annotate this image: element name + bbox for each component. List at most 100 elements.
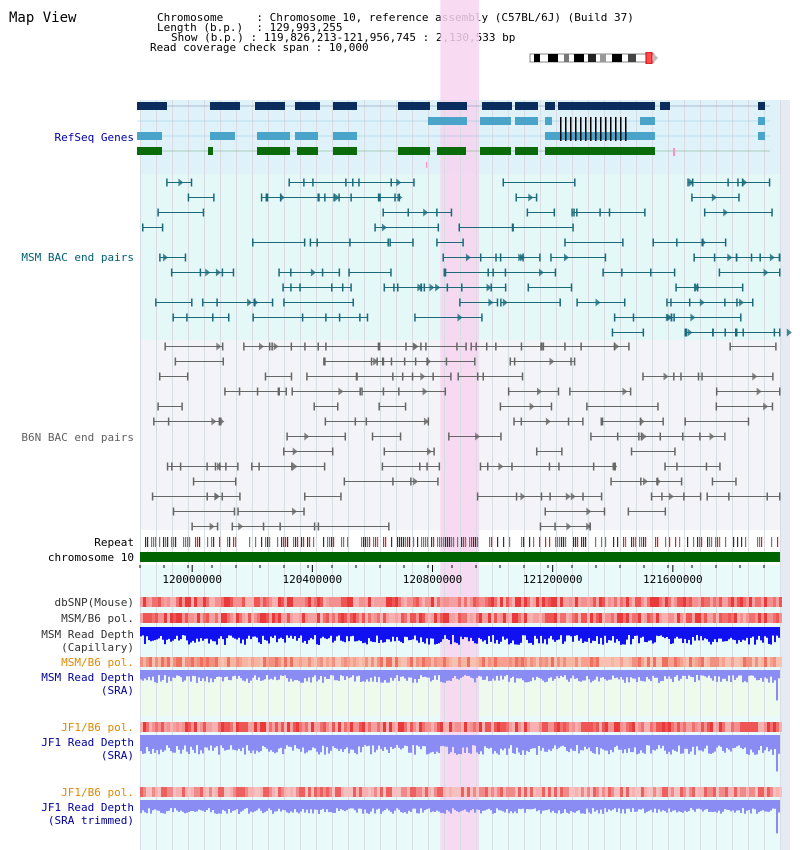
depth-bar [652,670,654,676]
depth-bar [504,627,506,640]
bac-end-right [233,507,236,516]
depth-bar [384,735,386,748]
chromosome-ideogram-icon[interactable] [528,52,660,64]
track-label-dbsnp[interactable]: dbSNP(Mouse) [54,596,134,609]
heat-cell [692,722,695,732]
depth-bar [480,735,482,752]
heat-cell [152,657,155,667]
heat-cell [317,787,320,797]
heat-cell [716,722,719,732]
depth-bar [212,800,214,811]
depth-bar [478,735,480,755]
heat-cell [722,722,725,732]
repeat-element [585,537,587,547]
heat-cell [773,597,776,607]
depth-bar [306,670,308,682]
depth-bar [370,670,372,678]
heat-cell [368,787,371,797]
track-label-jf1-read-depth-trimmed[interactable]: JF1 Read Depth [41,801,134,814]
depth-bar [326,800,328,810]
depth-bar [666,735,668,754]
bac-end-left [345,178,347,187]
depth-bar [194,735,196,754]
depth-bar [438,735,440,754]
depth-bar [672,735,674,750]
heat-cell [200,613,203,623]
bac-end-arrow [756,387,762,396]
repeat-element [301,537,303,547]
depth-bar [756,627,758,640]
track-label-b6n-bac[interactable]: B6N BAC end pairs [21,431,134,444]
depth-bar [496,627,498,640]
bac-end-left [610,477,612,486]
heat-cell [353,657,356,667]
heat-cell [416,787,419,797]
depth-bar [552,670,554,681]
depth-bar [220,800,222,814]
heat-cell [311,787,314,797]
depth-bar [416,735,418,746]
heat-cell [692,657,695,667]
heat-cell [269,613,272,623]
heat-cell [155,722,158,732]
depth-bar [436,800,438,811]
depth-bar [682,735,684,754]
bac-end-left [479,462,482,471]
bac-end-right [779,328,781,337]
depth-bar [600,670,602,678]
bac-end-arrow [423,208,429,217]
heat-cell [398,657,401,667]
depth-bar [552,627,554,640]
heat-cell [308,787,311,797]
depth-bar [330,627,332,636]
depth-bar [398,627,400,641]
track-label-repeat[interactable]: Repeat [94,536,134,549]
track-label-msm-b6-pol[interactable]: MSM/B6 pol. [61,612,134,625]
heat-cell [554,787,557,797]
heat-cell [374,787,377,797]
depth-bar [600,735,602,749]
bac-end-left [343,477,346,486]
depth-bar [606,800,608,813]
heat-cell [242,613,245,623]
track-label-msm-read-depth-capillary[interactable]: MSM Read Depth [41,628,134,641]
depth-bar [270,735,272,751]
heat-cell [584,613,587,623]
track-label-refseq[interactable]: RefSeq Genes [54,131,134,144]
depth-bar [534,670,536,681]
depth-bar [224,735,226,751]
depth-bar [346,670,348,677]
track-label-chromosome[interactable]: chromosome 10 [47,551,134,564]
heat-cell [233,722,236,732]
track-label-msm-read-depth-sra[interactable]: MSM Read Depth [41,671,134,684]
depth-bar [432,627,434,639]
heat-cell [233,787,236,797]
heat-cell [572,597,575,607]
heat-cell [497,722,500,732]
depth-bar [408,627,410,641]
repeat-element [555,537,557,547]
bac-end-arrow [622,387,628,396]
track-label-msm-bac[interactable]: MSM BAC end pairs [21,251,134,264]
heat-cell [206,613,209,623]
depth-bar [736,627,738,644]
depth-bar [538,627,540,644]
heat-cell [662,657,665,667]
depth-bar [534,735,536,749]
heat-cell [638,597,641,607]
heat-cell [506,722,509,732]
repeat-element [563,537,565,547]
depth-bar [276,735,278,753]
heat-cell [500,657,503,667]
track-label-msm-b6-pol-sra[interactable]: MSM/B6 pol. [61,656,134,669]
bac-end-left [333,193,335,202]
heat-cell [146,787,149,797]
track-label-jf1-b6-pol-trimmed[interactable]: JF1/B6 pol. [61,786,134,799]
depth-bar [382,627,384,643]
heat-cell [287,597,290,607]
depth-bar [286,800,288,813]
track-label-jf1-b6-pol[interactable]: JF1/B6 pol. [61,721,134,734]
bac-end-left [621,268,623,277]
track-label-jf1-read-depth-sra[interactable]: JF1 Read Depth [41,736,134,749]
